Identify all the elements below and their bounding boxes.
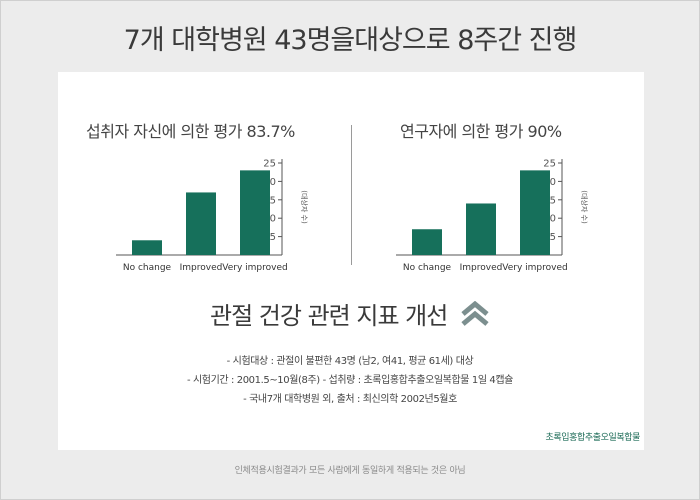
y-axis-label: (대상자 수) [300, 190, 309, 224]
bar-very-improved [240, 170, 270, 255]
footer-disclaimer: 인체적용시험결과가 모든 사람에게 동일하게 적용되는 것은 아님 [234, 466, 466, 476]
category-label: Improved [460, 263, 503, 273]
y-tick-label: 25 [263, 159, 276, 170]
category-label: No change [123, 263, 172, 273]
category-label: Very improved [222, 263, 287, 273]
chart-title-self: 섭취자 자신에 의한 평가 83.7% [86, 122, 295, 141]
y-tick-label: 5 [550, 232, 556, 243]
double-chevron-up-icon [461, 300, 489, 326]
chart-divider [351, 125, 352, 265]
subtitle: 관절 건강 관련 지표 개선 [0, 296, 700, 331]
note-subjects: - 시험대상 : 관절이 불편한 43명 (남2, 여41, 평균 61세) 대… [226, 356, 474, 367]
bar-no-change [132, 240, 162, 255]
category-label: Improved [180, 263, 223, 273]
bar-improved [186, 192, 216, 255]
note-period-dose: - 시험기간 : 2001.5~10월(8주) - 섭취량 : 초록입홍합추출오… [187, 375, 513, 386]
category-label: Very improved [502, 263, 567, 273]
brand-label: 초록입홍합추출오일복합물 [545, 433, 640, 443]
category-label: No change [403, 263, 452, 273]
page-title: 7개 대학병원 43명을대상으로 8주간 진행 [123, 25, 578, 56]
bar-improved [466, 203, 496, 255]
subtitle-text: 관절 건강 관련 지표 개선 [210, 302, 448, 330]
note-source: - 국내7개 대학병원 외, 출처 : 최신의학 2002년5월호 [243, 394, 457, 405]
study-notes: - 시험대상 : 관절이 불편한 43명 (남2, 여41, 평균 61세) 대… [0, 352, 700, 409]
y-tick-label: 25 [543, 159, 556, 170]
chart-title-researcher: 연구자에 의한 평가 90% [400, 122, 562, 141]
y-axis-label: (대상자 수) [580, 190, 589, 224]
bar-no-change [412, 229, 442, 255]
y-tick-label: 5 [270, 232, 276, 243]
bar-very-improved [520, 170, 550, 255]
